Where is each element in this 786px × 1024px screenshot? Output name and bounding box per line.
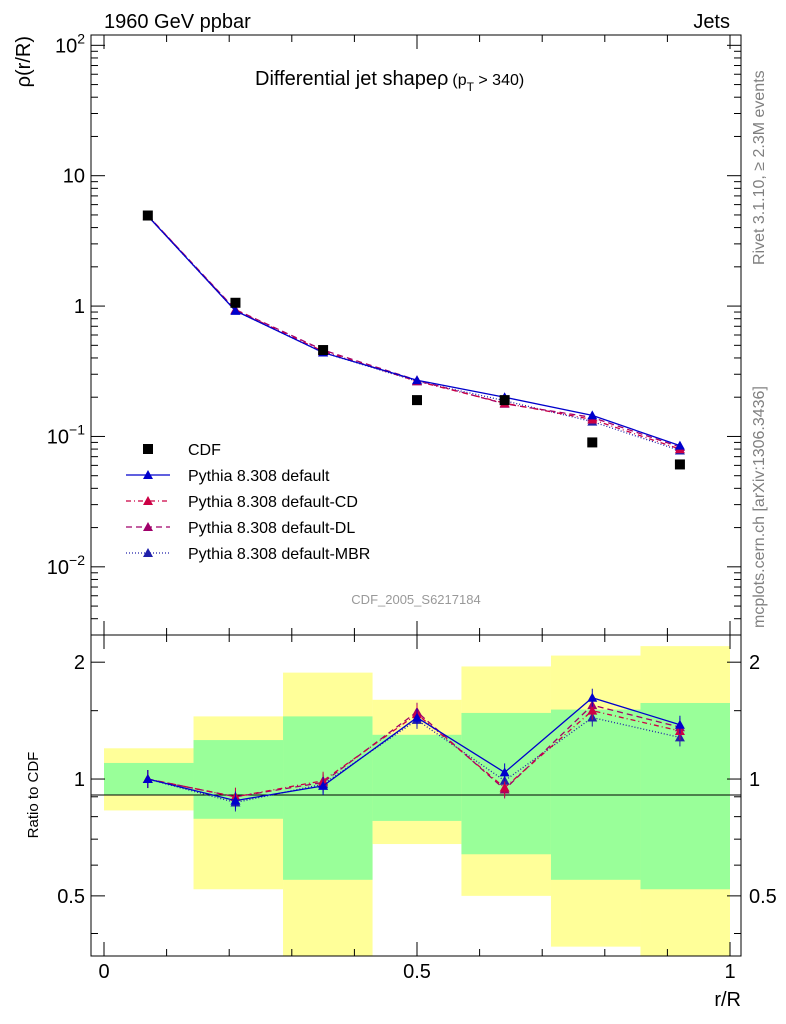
ratio-y-tick-label-left: 0.5 (57, 886, 85, 908)
chart-title-text: Differential jet shape (255, 68, 437, 90)
data-point-cdf (230, 297, 241, 308)
x-axis-title: r/R (714, 989, 741, 1011)
chart-title-cut: (p (452, 72, 466, 89)
data-point-default (674, 440, 685, 450)
data-point-default (412, 375, 422, 385)
ratio-point-default (412, 712, 422, 722)
chart-title-cut-end: > 340) (474, 72, 524, 89)
legend-label-default: Pythia 8.308 default (188, 468, 330, 485)
y-tick-label: 1 (74, 296, 85, 318)
series-line-dl (147, 215, 681, 448)
data-point-cdf (499, 395, 510, 406)
process-label: Jets (693, 11, 730, 33)
top-plot-frame (90, 34, 742, 636)
y-tick-label: 10−2 (47, 552, 85, 579)
analysis-watermark: CDF_2005_S6217184 (351, 592, 480, 607)
ratio-point-default (674, 719, 685, 729)
svg-text:Differential jet shapeρ(pT > 3: Differential jet shapeρ (pT > 340) (255, 68, 524, 94)
series-line-default (147, 215, 681, 447)
x-tick-label: 0 (98, 961, 109, 983)
x-tick-label: 1 (724, 961, 735, 983)
legend-marker-cd (143, 496, 153, 505)
legend-marker-default (143, 470, 153, 479)
energy-label: 1960 GeV ppbar (104, 11, 251, 33)
ratio-point-cd (587, 705, 598, 715)
bottom-plot-frame (90, 634, 742, 957)
mcplots-label: mcplots.cern.ch [arXiv:1306.3436] (751, 386, 768, 628)
data-point-cdf (674, 459, 685, 470)
jet-shape-panel: 10−2 10−1 1 10 102 ρ(r/R) Differential jet s… (13, 30, 742, 636)
chart-title: Differential jet shapeρ (pT > 340) (255, 68, 524, 94)
ratio-point-default (587, 692, 598, 702)
series-line-cd (147, 215, 681, 450)
ratio-y-tick-label-right: 1 (749, 769, 760, 791)
chart-title-symbol: ρ (437, 68, 448, 90)
ratio-panel: 0.5 0.5 1 1 2 2 0 0.5 1 Ratio to CDF r/R (25, 634, 777, 1011)
uncertainty-band-inner (640, 702, 730, 890)
ratio-y-tick-label-left: 2 (74, 652, 85, 674)
x-tick-label: 0.5 (403, 961, 431, 983)
legend-label-cd: Pythia 8.308 default-CD (188, 494, 358, 511)
ratio-y-tick-label-right: 2 (749, 652, 760, 674)
data-point-cdf (587, 437, 598, 448)
series-line-mbr (147, 215, 681, 452)
legend-label-data: CDF (188, 442, 221, 459)
ratio-point-default (230, 795, 241, 805)
uncertainty-band-inner (283, 716, 373, 880)
uncertainty-band-inner (372, 734, 462, 821)
ratio-y-tick-label-left: 1 (74, 769, 85, 791)
legend-marker-cdf (143, 444, 153, 454)
data-point-cdf (142, 210, 153, 221)
rivet-version-label: Rivet 3.1.10, ≥ 2.3M events (751, 70, 768, 265)
legend: CDF Pythia 8.308 default Pythia 8.308 defa… (126, 442, 370, 563)
legend-label-dl: Pythia 8.308 default-DL (188, 520, 355, 537)
ratio-point-default (499, 767, 510, 777)
uncertainty-band-inner (193, 740, 284, 819)
ratio-y-tick-label-right: 0.5 (749, 886, 777, 908)
chart-title-cut-sub: T (467, 80, 475, 94)
legend-marker-dl (143, 522, 153, 531)
y-tick-label: 10 (63, 166, 85, 188)
legend-marker-mbr (143, 548, 153, 557)
data-point-cdf (412, 395, 422, 406)
bottom-y-axis-title: Ratio to CDF (25, 752, 42, 839)
ratio-point-default (318, 780, 329, 790)
ratio-point-cd (499, 782, 510, 792)
ratio-point-default (142, 774, 153, 784)
y-tick-label: 102 (55, 30, 85, 57)
y-tick-label: 10−1 (47, 421, 85, 448)
data-point-default (230, 305, 241, 315)
legend-label-mbr: Pythia 8.308 default-MBR (188, 546, 370, 563)
data-point-cdf (318, 345, 329, 356)
data-point-default (587, 410, 598, 420)
top-y-axis-title: ρ(r/R) (13, 36, 35, 87)
